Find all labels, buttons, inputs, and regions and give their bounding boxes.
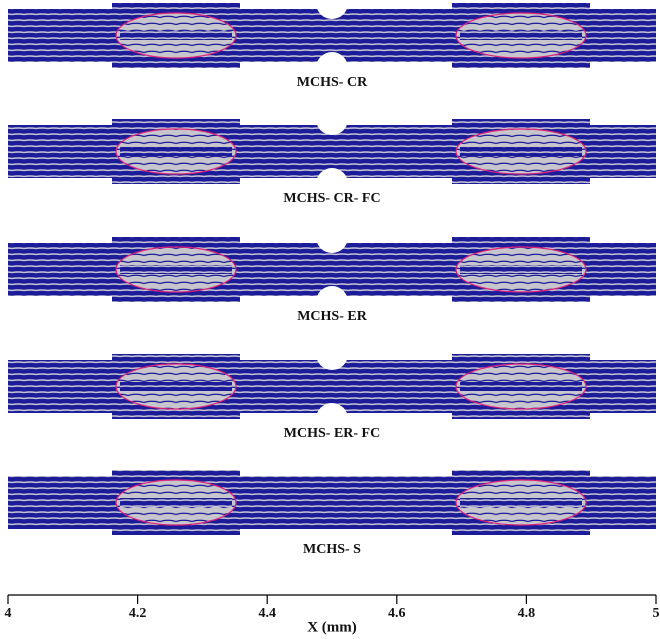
x-tick-label: 4.2 xyxy=(129,606,147,621)
streamline-panel xyxy=(8,470,656,535)
rib xyxy=(316,237,348,253)
x-tick-label: 4.8 xyxy=(518,606,536,621)
x-tick-label: 4.4 xyxy=(258,606,276,621)
core-flow xyxy=(120,265,232,274)
core-flow xyxy=(460,147,582,156)
rib xyxy=(316,3,348,19)
streamline-panel xyxy=(8,237,656,302)
x-tick-label: 4.6 xyxy=(388,606,406,621)
rib xyxy=(316,286,348,302)
panel-label: MCHS- ER- FC xyxy=(284,426,380,441)
core-flow xyxy=(120,498,232,507)
rib xyxy=(316,403,348,419)
core-flow xyxy=(460,382,582,391)
panel-label: MCHS- ER xyxy=(297,309,368,324)
core-flow xyxy=(120,147,232,156)
x-axis-title: X (mm) xyxy=(307,619,357,635)
streamline-panel xyxy=(8,354,656,419)
rib xyxy=(316,52,348,68)
panel-label: MCHS- CR xyxy=(297,75,368,90)
core-flow xyxy=(120,382,232,391)
streamline-panel xyxy=(8,3,656,68)
rib xyxy=(316,168,348,184)
x-tick-label: 4 xyxy=(5,606,12,621)
x-tick-label: 5 xyxy=(653,606,660,621)
core-flow xyxy=(460,498,582,507)
core-flow xyxy=(460,265,582,274)
core-flow xyxy=(120,31,232,40)
panel-label: MCHS- CR- FC xyxy=(283,191,380,206)
panel-label: MCHS- S xyxy=(303,542,361,557)
rib xyxy=(316,119,348,135)
rib xyxy=(316,354,348,370)
streamline-panel xyxy=(8,119,656,184)
core-flow xyxy=(460,31,582,40)
